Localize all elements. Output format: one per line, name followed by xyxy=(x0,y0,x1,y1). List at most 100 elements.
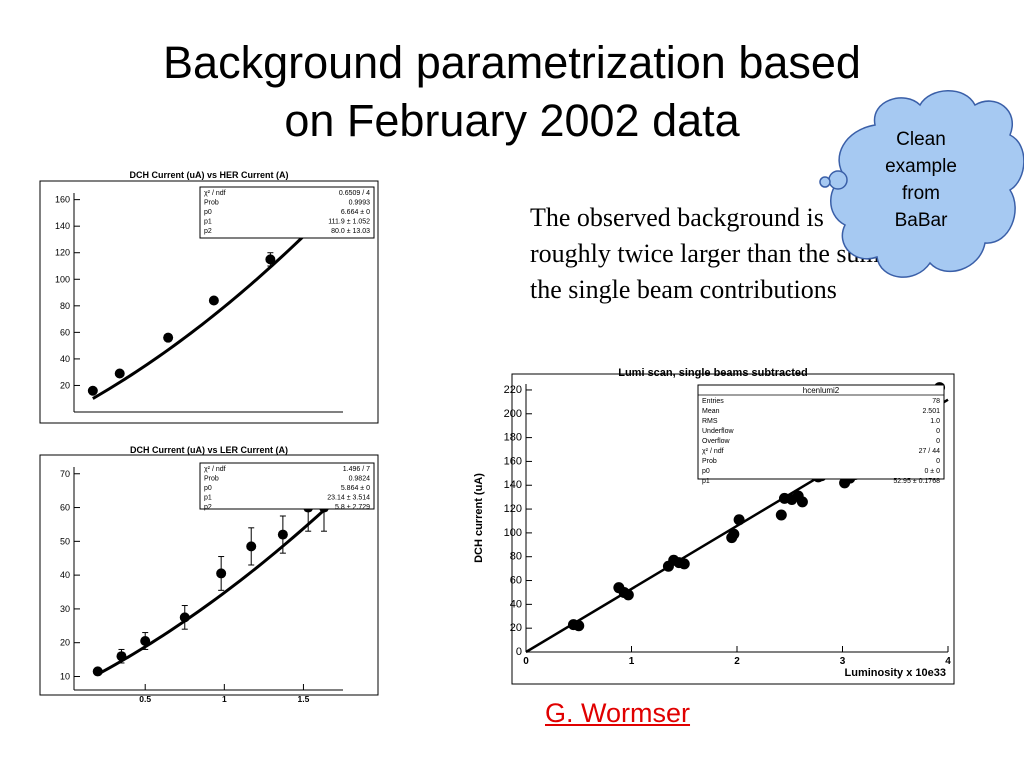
stats-label: p0 xyxy=(702,468,710,475)
y-tick-label: 20 xyxy=(60,638,70,648)
stats-label: Underflow xyxy=(702,428,734,435)
chart-title: Lumi scan, single beams subtracted xyxy=(618,367,808,379)
data-point xyxy=(92,666,103,677)
stats-box-title: hcenlumi2 xyxy=(803,386,840,395)
x-tick-label: 3 xyxy=(840,656,846,667)
stats-value: 0 xyxy=(936,458,940,465)
author-credit-link[interactable]: G. Wormser xyxy=(545,698,691,728)
x-tick-label: 2 xyxy=(734,656,740,667)
chart-title: DCH Current (uA) vs LER Current (A) xyxy=(130,445,288,455)
stats-label: χ² / ndf xyxy=(204,466,226,473)
data-point xyxy=(114,368,125,379)
y-tick-label: 60 xyxy=(60,327,70,337)
stats-label: χ² / ndf xyxy=(204,190,226,197)
data-point xyxy=(277,529,288,540)
stats-value: 23.14 ± 3.514 xyxy=(327,495,370,502)
y-tick-label: 30 xyxy=(60,604,70,614)
stats-label: p2 xyxy=(204,228,212,235)
chart-title: DCH Current (uA) vs HER Current (A) xyxy=(129,170,288,180)
y-tick-label: 50 xyxy=(60,536,70,546)
fit-curve xyxy=(92,228,312,400)
callout-cloud xyxy=(819,90,1024,278)
chart-ler-current: DCH Current (uA) vs LER Current (A) 10 20 3… xyxy=(38,445,383,705)
stats-value: 1.0 xyxy=(930,418,940,425)
data-point xyxy=(163,332,174,343)
stats-value: 78 xyxy=(932,398,940,405)
stats-label: p1 xyxy=(204,219,212,226)
data-point xyxy=(678,558,690,570)
x-tick-label: 0 xyxy=(523,656,529,667)
title-line-2: on February 2002 data xyxy=(284,95,740,146)
stats-label: p1 xyxy=(702,478,710,485)
data-point xyxy=(733,514,745,526)
stats-label: Overflow xyxy=(702,438,731,445)
stats-value: 6.664 ± 0 xyxy=(341,209,370,216)
y-axis-label: DCH current (uA) xyxy=(473,473,485,563)
y-tick-label: 120 xyxy=(55,248,70,258)
data-point xyxy=(87,385,98,396)
y-tick-label: 100 xyxy=(55,274,70,284)
data-point xyxy=(246,541,257,552)
y-tick-label: 160 xyxy=(504,455,522,467)
y-tick-label: 180 xyxy=(504,432,522,444)
stats-box xyxy=(697,384,945,480)
stats-value: 52.95 ± 0.1768 xyxy=(893,478,940,485)
x-tick-label: 0.5 xyxy=(139,694,151,704)
stats-label: Mean xyxy=(702,408,720,415)
y-tick-label: 0 xyxy=(516,646,522,658)
y-tick-label: 40 xyxy=(60,570,70,580)
stats-value: 5.864 ± 0 xyxy=(341,485,370,492)
data-point xyxy=(179,612,190,623)
data-point xyxy=(116,651,127,662)
stats-value: 0 xyxy=(936,438,940,445)
cloud-shape xyxy=(830,90,1024,278)
x-tick-label: 1.5 xyxy=(298,694,310,704)
y-tick-label: 160 xyxy=(55,195,70,205)
data-point xyxy=(775,509,787,521)
y-tick-label: 20 xyxy=(510,622,522,634)
x-tick-label: 1 xyxy=(222,694,227,704)
stats-value: 0.9993 xyxy=(349,200,371,207)
data-point xyxy=(622,589,634,601)
cloud-tail-dot xyxy=(819,176,831,188)
data-point xyxy=(216,568,227,579)
title-line-1: Background parametrization based xyxy=(163,37,861,88)
callout-line: BaBar xyxy=(894,210,948,231)
y-tick-label: 80 xyxy=(510,551,522,563)
stats-label: Prob xyxy=(204,476,219,483)
stats-value: 0 ± 0 xyxy=(924,468,940,475)
y-tick-label: 60 xyxy=(510,575,522,587)
y-tick-label: 70 xyxy=(60,469,70,479)
stats-value: 2.501 xyxy=(922,408,940,415)
stats-label: Prob xyxy=(702,458,717,465)
y-tick-label: 10 xyxy=(60,671,70,681)
y-tick-label: 40 xyxy=(60,354,70,364)
data-point xyxy=(208,295,219,306)
stats-value: 111.9 ± 1.052 xyxy=(328,219,370,226)
stats-value: 0 xyxy=(936,428,940,435)
data-point xyxy=(573,620,585,632)
stats-value: 27 / 44 xyxy=(919,448,941,455)
callout-text: Clean example from BaBar xyxy=(866,126,976,234)
stats-value: 0.9824 xyxy=(349,476,371,483)
stats-label: p1 xyxy=(204,495,212,502)
y-tick-label: 100 xyxy=(504,527,522,539)
cloud-tail-bubble xyxy=(828,170,848,190)
chart-her-current: DCH Current (uA) vs HER Current (A) 20 40 6… xyxy=(38,165,383,440)
y-tick-label: 20 xyxy=(60,380,70,390)
x-axis-label: Luminosity x 10e33 xyxy=(845,667,947,679)
callout-line: from xyxy=(902,183,940,204)
fit-curve xyxy=(97,498,337,676)
stats-label: Prob xyxy=(204,200,219,207)
stats-box xyxy=(199,186,375,239)
slide-title: Background parametrization based on Febr… xyxy=(0,34,1024,150)
stats-value: 80.0 ± 13.03 xyxy=(331,228,370,235)
stats-label: p0 xyxy=(204,209,212,216)
stats-box xyxy=(199,462,375,510)
y-tick-label: 60 xyxy=(60,503,70,513)
data-point xyxy=(265,254,276,265)
stats-label: p2 xyxy=(204,504,212,511)
stats-value: 0.6509 / 4 xyxy=(339,190,370,197)
y-tick-label: 140 xyxy=(504,479,522,491)
data-point xyxy=(140,636,151,647)
